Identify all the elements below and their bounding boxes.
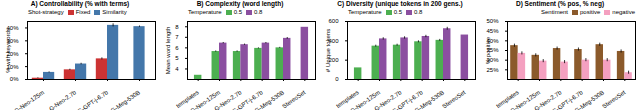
svg-text:4: 4: [175, 66, 179, 72]
svg-text:G-GPT-j-6.7b: G-GPT-j-6.7b: [76, 89, 109, 110]
svg-text:% with keywords: % with keywords: [5, 28, 11, 73]
svg-text:G-Meg-530B: G-Meg-530B: [414, 89, 446, 110]
html-text:Shot-strategy: Shot-strategy: [28, 9, 64, 15]
svg-text:40%: 40%: [6, 24, 19, 31]
svg-text:40%: 40%: [486, 37, 499, 44]
svg-text:45%: 45%: [486, 28, 499, 34]
svg-text:templates: templates: [495, 89, 520, 110]
svg-text:% positive: % positive: [485, 36, 491, 64]
svg-text:600: 600: [328, 18, 339, 24]
html-text:0.5: 0.5: [233, 9, 242, 15]
svg-text:0%: 0%: [10, 76, 19, 82]
svg-text:StereoSet: StereoSet: [441, 89, 467, 109]
html-text:Temperature: Temperature: [348, 9, 382, 15]
html-text:0.5: 0.5: [393, 9, 402, 15]
svg-text:StereoSet: StereoSet: [281, 89, 307, 109]
svg-text:G-Meg-530B: G-Meg-530B: [110, 89, 142, 110]
svg-text:# Unique tokens: # Unique tokens: [325, 29, 331, 72]
svg-text:400: 400: [328, 37, 339, 44]
svg-text:G-Neo-2.7b: G-Neo-2.7b: [48, 89, 78, 110]
svg-text:7: 7: [175, 34, 179, 40]
html-text:positive: positive: [580, 9, 601, 15]
svg-text:StereoSet: StereoSet: [601, 89, 627, 109]
svg-text:35%: 35%: [486, 47, 499, 54]
svg-text:0: 0: [335, 76, 339, 82]
svg-text:G-Meg-530B: G-Meg-530B: [574, 89, 606, 110]
html-text:Temperature: Temperature: [188, 9, 222, 15]
html-text:D) Sentiment (% pos, % neg): D) Sentiment (% pos, % neg): [515, 0, 605, 7]
svg-text:200: 200: [328, 57, 339, 64]
svg-text:G-Neo-125m: G-Neo-125m: [13, 89, 45, 110]
html-text:A) Controllability (% with ter: A) Controllability (% with terms): [30, 0, 130, 7]
html-text:Fixed: Fixed: [75, 9, 91, 15]
svg-text:Mean word length: Mean word length: [165, 27, 171, 75]
svg-text:templates: templates: [335, 89, 360, 110]
svg-text:30%: 30%: [6, 37, 19, 44]
html-text:0.8: 0.8: [414, 9, 423, 15]
html-text:C) Diversity (unique tokens in: C) Diversity (unique tokens in 200 gens.…: [337, 0, 463, 7]
svg-text:5: 5: [175, 55, 179, 61]
svg-text:templates: templates: [175, 89, 200, 110]
html-text:0.8: 0.8: [254, 9, 263, 15]
svg-text:8: 8: [175, 24, 179, 30]
html-text:B) Complexity (word length): B) Complexity (word length): [196, 0, 284, 7]
svg-text:30%: 30%: [486, 57, 499, 64]
html-text:negative: negative: [612, 9, 635, 15]
svg-text:25%: 25%: [486, 67, 499, 73]
svg-text:20%: 20%: [6, 50, 19, 57]
svg-text:G-Meg-530B: G-Meg-530B: [254, 89, 286, 110]
svg-text:50%: 50%: [486, 18, 499, 24]
svg-text:10%: 10%: [6, 63, 19, 70]
html-text:Sentiment: Sentiment: [541, 9, 568, 15]
svg-text:6: 6: [175, 45, 179, 51]
html-text:Similarity: Similarity: [102, 9, 127, 15]
